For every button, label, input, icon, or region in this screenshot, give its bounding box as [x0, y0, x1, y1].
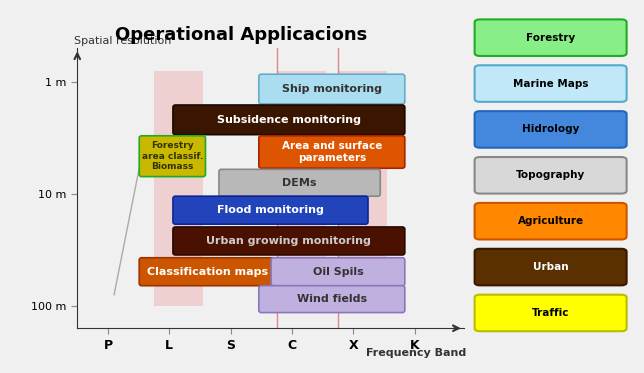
- FancyBboxPatch shape: [219, 169, 380, 196]
- Text: Agriculture: Agriculture: [518, 216, 583, 226]
- Bar: [338, 71, 387, 306]
- FancyBboxPatch shape: [173, 105, 405, 135]
- FancyBboxPatch shape: [173, 196, 368, 224]
- Text: Operational Applicacions: Operational Applicacions: [115, 26, 367, 44]
- Text: Urban growing monitoring: Urban growing monitoring: [207, 236, 372, 246]
- Text: Forestry
area classif.
Biomass: Forestry area classif. Biomass: [142, 141, 203, 171]
- FancyBboxPatch shape: [259, 136, 405, 168]
- Text: Area and surface
parameters: Area and surface parameters: [281, 141, 382, 163]
- Text: DEMs: DEMs: [282, 178, 317, 188]
- Text: Hidrology: Hidrology: [522, 125, 580, 134]
- Text: Classification maps: Classification maps: [147, 267, 268, 277]
- FancyBboxPatch shape: [259, 286, 405, 313]
- Text: Urban: Urban: [533, 262, 569, 272]
- FancyBboxPatch shape: [173, 227, 405, 255]
- FancyBboxPatch shape: [139, 136, 205, 177]
- Text: Wind fields: Wind fields: [297, 294, 367, 304]
- Text: Flood monitoring: Flood monitoring: [217, 205, 324, 215]
- Text: Frequency Band: Frequency Band: [366, 348, 467, 358]
- Text: Spatial resolution: Spatial resolution: [74, 36, 171, 46]
- FancyBboxPatch shape: [271, 258, 405, 286]
- Text: Marine Maps: Marine Maps: [513, 79, 589, 88]
- FancyBboxPatch shape: [259, 74, 405, 104]
- Text: Ship monitoring: Ship monitoring: [282, 84, 382, 94]
- Text: Forestry: Forestry: [526, 33, 575, 43]
- FancyBboxPatch shape: [139, 258, 276, 286]
- Bar: [277, 71, 326, 306]
- Text: Oil Spils: Oil Spils: [312, 267, 363, 277]
- Text: Traffic: Traffic: [532, 308, 569, 318]
- Bar: [154, 71, 203, 306]
- Text: Subsidence monitoring: Subsidence monitoring: [217, 115, 361, 125]
- Text: Topography: Topography: [516, 170, 585, 180]
